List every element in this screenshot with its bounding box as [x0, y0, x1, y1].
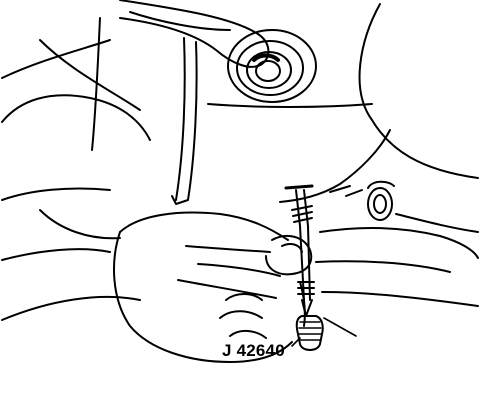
callout-leader-line [291, 337, 301, 347]
lower-panel [39, 209, 121, 240]
panel-outline [1, 39, 111, 79]
panel-outline [39, 39, 141, 111]
panel-outline [1, 94, 151, 141]
lower-panel [1, 187, 111, 201]
vertical-strip [175, 37, 186, 201]
right-housing [279, 129, 391, 203]
panel-outline [129, 11, 231, 31]
lower-surface [321, 291, 479, 307]
tool-handle [295, 315, 324, 351]
tool-shaft [284, 184, 315, 317]
small-ring [367, 180, 395, 221]
lower-panel [1, 295, 141, 321]
lower-surface [315, 260, 451, 273]
upper-thumb [119, 0, 270, 68]
lower-surface [395, 213, 479, 233]
body-line [207, 103, 373, 108]
grommet [227, 29, 317, 103]
callout-leader-line [323, 317, 357, 337]
vertical-strip [187, 41, 198, 201]
lower-surface [319, 226, 479, 259]
lower-panel [1, 248, 111, 261]
right-housing [358, 3, 479, 179]
hand [113, 211, 313, 363]
vertical-strip [171, 195, 189, 205]
tool-callout-label: J 42640 [222, 341, 285, 360]
right-housing [329, 185, 363, 197]
panel-outline [91, 17, 101, 151]
